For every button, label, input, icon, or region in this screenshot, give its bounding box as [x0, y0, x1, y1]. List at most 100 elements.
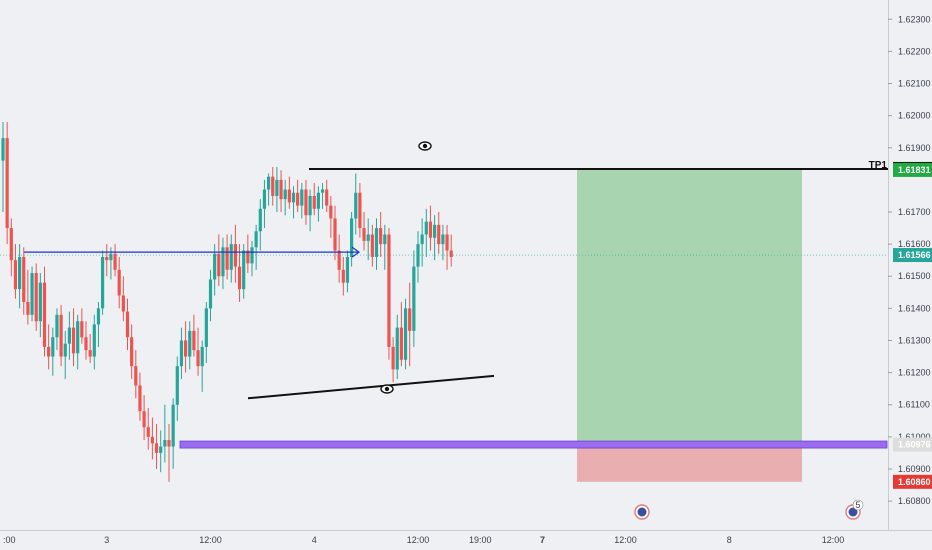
- price-tick-label: 1.61300: [898, 335, 931, 345]
- entry-price-tag: 1.60976: [893, 437, 932, 452]
- candle-bearish: [134, 366, 138, 386]
- candle-bearish: [130, 337, 134, 367]
- candle-bullish: [354, 192, 358, 219]
- loss-zone[interactable]: [577, 444, 802, 482]
- candle-bearish: [287, 189, 291, 203]
- time-axis: :00 3 12:00 4 12:00 19:00 7 12:00 8 12:00: [3, 535, 844, 545]
- candle-bearish: [337, 250, 341, 270]
- candle-bearish: [146, 427, 150, 437]
- candle-bearish: [47, 346, 51, 357]
- candle-bearish: [142, 411, 146, 428]
- price-tick-label: 1.61100: [898, 400, 930, 410]
- eye-pupil: [422, 143, 428, 149]
- candle-bullish: [204, 308, 208, 347]
- price-tag-text: 1.61566: [898, 250, 931, 260]
- support-trendline[interactable]: [247, 374, 495, 400]
- candle-bullish: [55, 314, 59, 338]
- entry-zone-band[interactable]: [179, 440, 888, 449]
- candle-bearish: [246, 250, 250, 264]
- candle-bullish: [208, 279, 213, 309]
- eye-icon[interactable]: [418, 141, 432, 151]
- candle-bearish: [80, 321, 84, 338]
- candle-bullish: [221, 247, 225, 277]
- time-tick-label: 12:00: [199, 535, 222, 545]
- marker-core: [637, 507, 647, 517]
- price-tick-label: 1.62200: [898, 46, 931, 56]
- candle-bearish: [408, 308, 412, 331]
- price-tick-label: 1.61500: [898, 271, 931, 281]
- candle-bearish: [362, 228, 366, 241]
- profit-zone[interactable]: [577, 168, 802, 445]
- candle-bullish: [18, 256, 22, 290]
- candle-bearish: [445, 234, 449, 251]
- price-tick-label: 1.61000: [898, 432, 931, 442]
- time-tick-label: 7: [540, 535, 545, 545]
- candle-bullish: [420, 234, 424, 245]
- candle-bearish: [150, 436, 154, 444]
- candle-bearish: [387, 234, 391, 347]
- candle-bearish: [125, 311, 130, 338]
- time-tick-label: 4: [312, 535, 317, 545]
- candle-bullish: [262, 189, 267, 209]
- candle-bearish: [449, 250, 453, 257]
- candle-bullish: [109, 253, 113, 261]
- candle-bearish: [22, 256, 26, 302]
- candle-bullish: [96, 308, 101, 325]
- price-tag-text: 1.60976: [898, 440, 931, 450]
- candle-bullish: [63, 343, 67, 357]
- candle-bullish: [242, 250, 246, 290]
- time-tick-label: :00: [3, 535, 16, 545]
- price-tick-label: 1.61400: [898, 303, 931, 313]
- candle-bullish: [92, 324, 96, 357]
- candle-bearish: [233, 244, 237, 267]
- drawings-layer[interactable]: 5: [24, 141, 888, 520]
- current-price-tag: 1.61566: [893, 248, 932, 263]
- tp-target-tag: 1.61831: [893, 162, 932, 177]
- candle-bullish: [433, 224, 437, 238]
- price-tick-label: 1.60800: [898, 496, 931, 506]
- candlestick-series: [1, 122, 453, 482]
- candle-bearish: [26, 301, 30, 315]
- candle-bearish: [154, 443, 159, 453]
- blue-arrow-head: [351, 246, 361, 258]
- candle-bearish: [325, 189, 329, 206]
- candle-bullish: [163, 440, 167, 447]
- candle-bearish: [184, 340, 188, 357]
- candle-bullish: [275, 179, 279, 196]
- candle-bearish: [296, 192, 300, 206]
- candle-bearish: [138, 385, 142, 412]
- candle-bullish: [254, 231, 258, 248]
- candle-bearish: [399, 327, 403, 360]
- tp1-label: TP1: [869, 160, 888, 171]
- candle-bullish: [188, 330, 192, 357]
- candle-bullish: [395, 327, 399, 370]
- candle-bearish: [84, 337, 88, 351]
- time-axis-panel[interactable]: [0, 530, 932, 550]
- candle-bullish: [250, 247, 254, 264]
- candle-bullish: [30, 273, 34, 315]
- candle-bullish: [424, 221, 428, 235]
- eye-icon[interactable]: [380, 384, 394, 394]
- price-tick-label: 1.62100: [898, 79, 931, 89]
- price-tag-text: 1.60860: [898, 477, 931, 487]
- candle-bullish: [366, 234, 370, 241]
- candle-bullish: [267, 176, 271, 190]
- price-axis: 1.62300 1.62200 1.62100 1.62000 1.61900 1.617…: [888, 14, 931, 506]
- candle-bullish: [350, 218, 354, 257]
- candle-bullish: [179, 340, 184, 367]
- candle-bullish: [51, 337, 55, 357]
- candle-bullish: [316, 192, 320, 209]
- candle-bullish: [403, 308, 408, 360]
- candle-bullish: [412, 266, 416, 331]
- candle-bullish: [1, 138, 5, 161]
- candle-bearish: [113, 253, 117, 270]
- time-tick-label: 12:00: [822, 535, 845, 545]
- candle-bearish: [304, 189, 308, 216]
- candle-bearish: [379, 228, 383, 245]
- candle-bearish: [225, 247, 229, 270]
- event-marker-icon[interactable]: [634, 504, 650, 520]
- candle-bearish: [196, 350, 200, 367]
- stop-price-tag: 1.60860: [893, 474, 932, 489]
